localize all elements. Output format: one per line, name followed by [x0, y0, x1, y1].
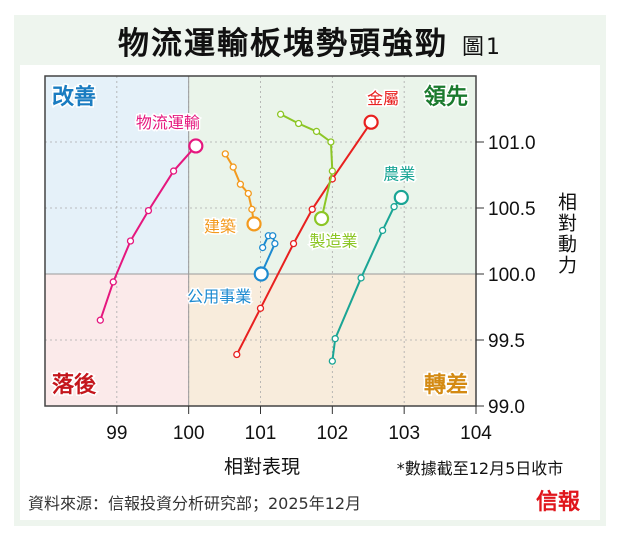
series-point	[289, 239, 298, 248]
x-tick-label: 99	[106, 423, 127, 444]
y-tick-label: 101.0	[488, 133, 536, 154]
quadrant-label: 改善	[52, 84, 96, 110]
series-latest-point	[313, 210, 330, 227]
series-point	[294, 119, 303, 128]
quadrant-label: 領先	[424, 84, 468, 110]
series-point	[328, 167, 336, 175]
series-point	[144, 206, 153, 215]
series-point	[169, 167, 178, 175]
series-point	[229, 163, 237, 171]
series-point	[378, 226, 387, 235]
series-latest-point	[363, 114, 379, 130]
series-point	[276, 110, 285, 118]
series-point	[269, 232, 277, 240]
series-label: 金屬	[367, 89, 399, 108]
series-point	[259, 243, 267, 252]
publisher-logo: 信報	[536, 489, 581, 515]
chart-title-block: 物流運輸板塊勢頭強勁 圖1	[0, 18, 620, 63]
series-label: 建築	[204, 217, 236, 236]
x-tick-label: 101	[245, 423, 277, 444]
series-point	[328, 357, 336, 365]
series-label: 物流運輸	[136, 113, 200, 132]
series-point	[126, 237, 135, 245]
series-point	[233, 350, 241, 359]
x-tick-label: 104	[460, 423, 492, 444]
y-tick-label: 99.0	[488, 397, 525, 418]
data-note: *數據截至12月5日收市	[397, 459, 564, 478]
figure-label: 圖1	[462, 35, 502, 60]
series-point	[244, 189, 252, 198]
x-tick-label: 100	[173, 423, 205, 444]
series-point	[331, 335, 339, 343]
series-point	[271, 239, 279, 248]
quadrant-label: 轉差	[424, 372, 468, 398]
series-point	[221, 150, 229, 158]
y-tick-label: 99.5	[488, 331, 525, 352]
series-point	[357, 274, 365, 282]
series-point	[256, 304, 265, 312]
series-point	[248, 205, 256, 213]
series-point	[390, 203, 398, 211]
series-latest-point	[253, 266, 269, 282]
x-tick-label: 103	[388, 423, 420, 444]
series-point	[312, 127, 321, 136]
series-point	[308, 205, 316, 213]
series-label: 製造業	[310, 232, 358, 251]
series-label: 農業	[383, 164, 415, 183]
series-latest-point	[188, 138, 204, 154]
chart-title: 物流運輸板塊勢頭強勁	[118, 26, 448, 62]
source-text: 資料來源：信報投資分析研究部；2025年12月	[28, 494, 362, 513]
series-point	[236, 180, 245, 188]
series-point	[327, 138, 335, 146]
series-line-3	[235, 121, 372, 355]
series-latest-point	[393, 189, 409, 206]
series-line-0	[99, 145, 197, 321]
quadrant-label: 落後	[52, 372, 97, 398]
y-tick-label: 100.0	[488, 265, 536, 286]
series-point	[96, 316, 104, 324]
x-tick-label: 102	[316, 423, 348, 444]
series-latest-point	[246, 216, 262, 232]
y-axis-label: 相對動力	[555, 192, 577, 276]
series-label: 公用事業	[187, 287, 251, 306]
y-tick-label: 100.5	[488, 199, 536, 220]
x-axis-label: 相對表現	[224, 456, 300, 478]
series-point	[109, 278, 117, 286]
